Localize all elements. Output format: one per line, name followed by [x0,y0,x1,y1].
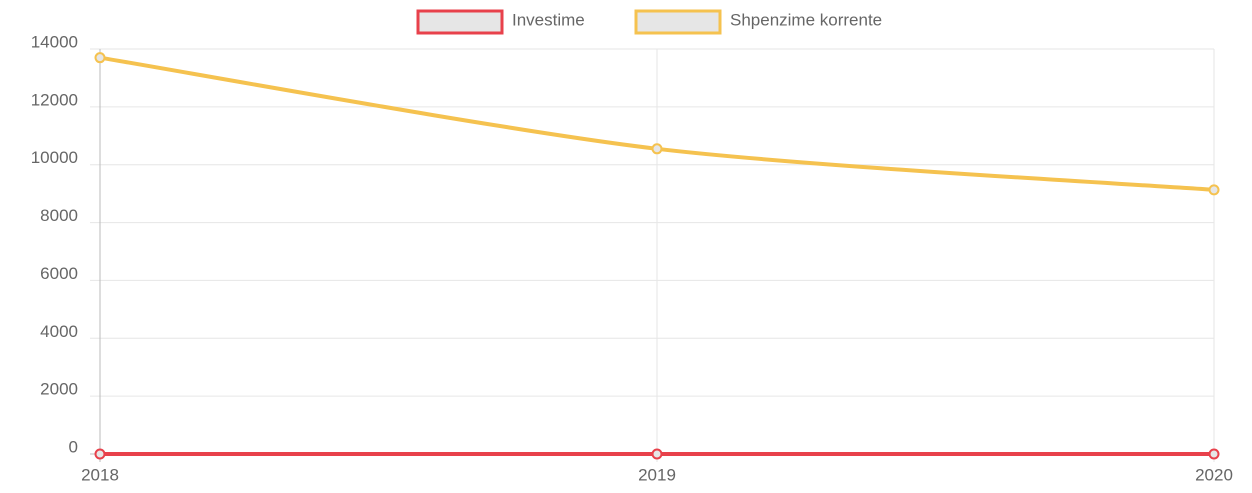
legend-swatch[interactable] [416,9,504,35]
y-tick-label: 4000 [40,322,78,341]
y-tick-label: 8000 [40,206,78,225]
x-tick-label: 2020 [1195,465,1233,484]
data-point [94,52,106,64]
y-tick-label: 14000 [31,32,78,51]
data-point [1208,448,1220,460]
data-point [651,448,663,460]
data-point [94,448,106,460]
y-tick-label: 10000 [31,148,78,167]
legend-swatch[interactable] [634,9,722,35]
x-tick-label: 2018 [81,465,119,484]
legend-label[interactable]: Investime [512,10,585,29]
y-tick-label: 2000 [40,380,78,399]
legend-label[interactable]: Shpenzime korrente [730,10,882,29]
data-point [1208,184,1220,196]
y-tick-label: 0 [69,437,78,456]
y-tick-label: 12000 [31,90,78,109]
y-tick-label: 6000 [40,264,78,283]
data-point [651,143,663,155]
x-tick-label: 2019 [638,465,676,484]
